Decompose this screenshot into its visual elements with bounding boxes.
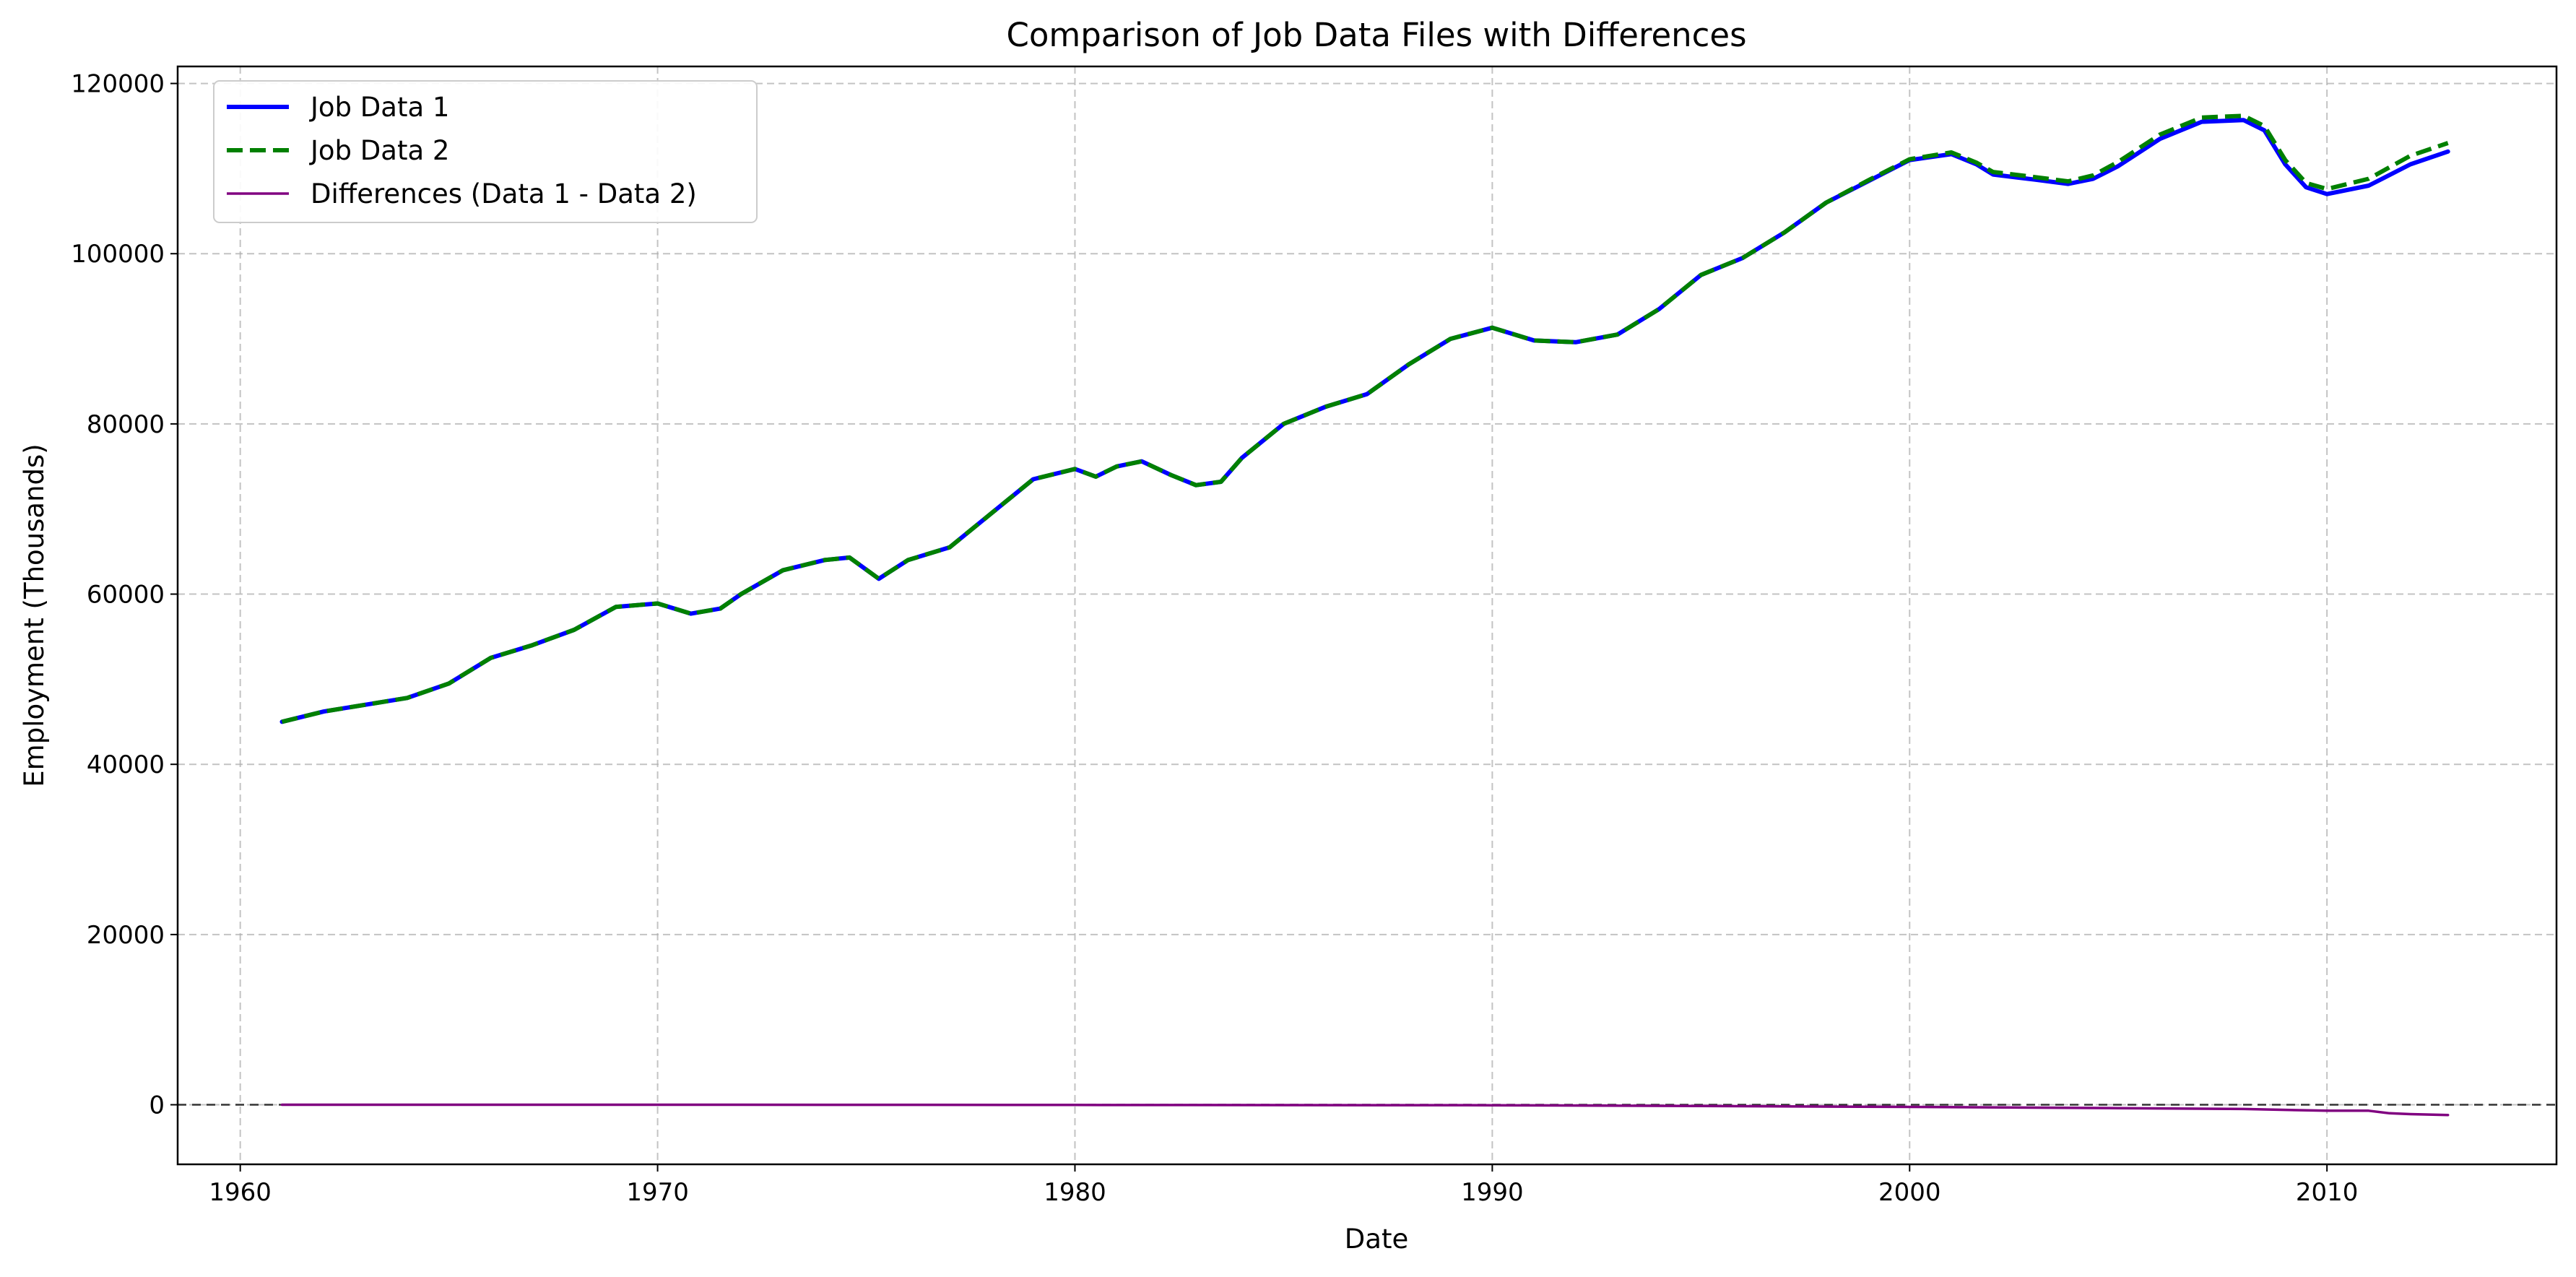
x-tick-label: 1990 [1461, 1178, 1524, 1207]
legend-label-1: Job Data 1 [309, 92, 449, 123]
series-line-1 [279, 118, 2450, 724]
x-tick-label: 1970 [626, 1178, 689, 1207]
legend-label-3: Differences (Data 1 - Data 2) [311, 178, 697, 209]
x-tick-label: 2000 [1878, 1178, 1941, 1207]
y-tick-label: 0 [149, 1091, 165, 1120]
legend-box [213, 80, 758, 223]
y-tick-label: 80000 [87, 410, 165, 439]
y-axis-label: Employment (Thousands) [19, 443, 50, 787]
y-tick-label: 100000 [71, 240, 165, 269]
x-tick-label: 2010 [2296, 1178, 2359, 1207]
x-tick-label: 1980 [1044, 1178, 1106, 1207]
series-line-2 [281, 113, 2449, 724]
legend-label-2: Job Data 2 [309, 135, 449, 166]
y-tick-label: 20000 [87, 921, 165, 950]
legend: Job Data 1 Job Data 2 Differences (Data 1 … [213, 80, 758, 223]
x-axis: 1960 1970 1980 1990 2000 2010 [209, 1164, 2358, 1207]
y-tick-label: 120000 [71, 70, 165, 99]
plot-area [178, 113, 2557, 1117]
x-axis-label: Date [1345, 1224, 1408, 1255]
y-tick-label: 60000 [87, 581, 165, 610]
series-line-3 [280, 1103, 2450, 1117]
x-tick-label: 1960 [209, 1178, 272, 1207]
y-tick-label: 40000 [87, 750, 165, 779]
plot-frame [176, 65, 2558, 1166]
y-axis: 0 20000 40000 60000 80000 100000 120000 [71, 70, 178, 1120]
chart-title: Comparison of Job Data Files with Differ… [1006, 16, 1746, 54]
